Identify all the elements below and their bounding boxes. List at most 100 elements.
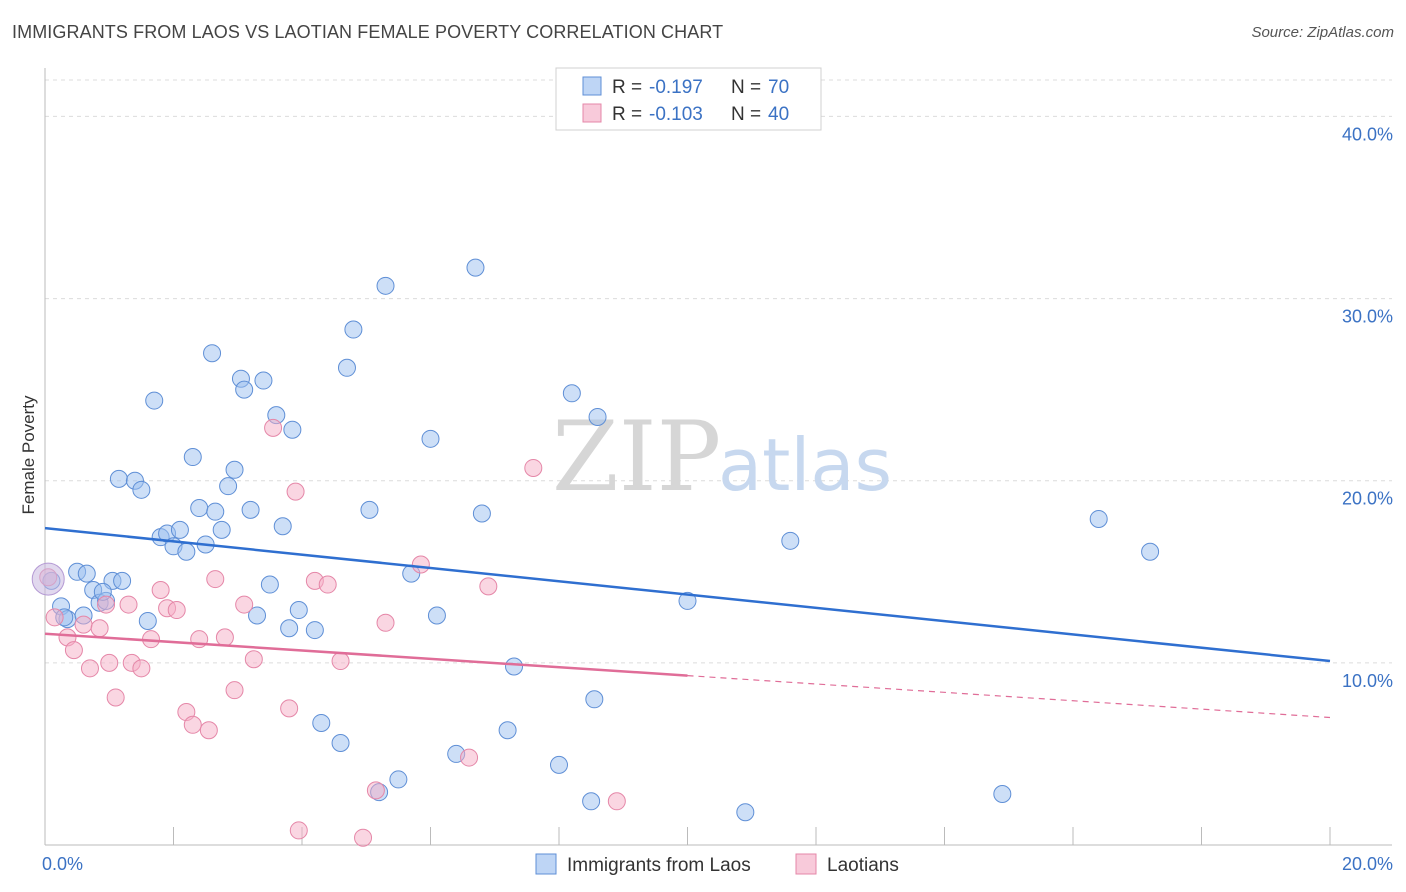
point-laotians-27: [280, 699, 299, 718]
grid-lines: [45, 79, 1392, 664]
x-tick-label-1: 20.0%: [1342, 854, 1393, 874]
point-immigrants-32: [248, 606, 267, 625]
point-immigrants-39: [289, 601, 308, 620]
point-laotians-3: [64, 641, 83, 660]
trend-line-immigrants: [44, 526, 1331, 663]
legend-swatch-laotians: [582, 103, 602, 123]
point-laotians-4: [74, 615, 93, 634]
point-laotians-35: [376, 613, 395, 632]
point-laotians-28: [286, 482, 305, 501]
point-immigrants-25: [206, 502, 225, 521]
point-immigrants-56: [505, 657, 524, 676]
point-immigrants-21: [183, 448, 202, 467]
point-immigrants-26: [212, 520, 231, 539]
point-immigrants-41: [312, 713, 331, 732]
point-immigrants-61: [588, 407, 607, 426]
point-immigrants-19: [170, 520, 189, 539]
point-laotians-36: [411, 555, 430, 574]
chart-source: Source: ZipAtlas.com: [1251, 24, 1394, 41]
watermark-atlas: atlas: [718, 423, 892, 507]
chart-title: IMMIGRANTS FROM LAOS VS LAOTIAN FEMALE P…: [12, 22, 724, 42]
bottom-legend-label-laotians: Laotians: [827, 855, 899, 876]
point-immigrants-11: [109, 469, 128, 488]
point-immigrants-44: [344, 320, 363, 339]
point-laotians-24: [235, 595, 254, 614]
point-immigrants-65: [993, 785, 1012, 803]
point-laotians-37: [460, 748, 479, 767]
point-laotians-34: [366, 781, 385, 800]
point-laotians-7: [97, 595, 116, 614]
trend-line-laotians-extension: [687, 675, 1331, 719]
point-laotians-31: [318, 575, 337, 594]
point-immigrants-60: [585, 690, 604, 709]
point-immigrants-51: [427, 606, 446, 625]
y-tick-label-3: 40.0%: [1342, 124, 1393, 144]
point-immigrants-58: [562, 384, 581, 403]
legend-n-value-2: 40: [768, 104, 789, 125]
point-laotians-5: [80, 659, 99, 678]
legend-n-label-1: N =: [731, 77, 761, 98]
point-laotians-14: [151, 581, 170, 599]
bottom-legend-label-immigrants: Immigrants from Laos: [567, 855, 751, 876]
point-immigrants-47: [376, 276, 395, 295]
point-laotians-18: [183, 715, 202, 734]
bottom-legend: Immigrants from Laos Laotians: [535, 853, 899, 876]
point-laotians-16: [167, 601, 186, 620]
point-immigrants-53: [466, 258, 485, 277]
legend-box: R = -0.197 N = 70 R = -0.103 N = 40: [555, 67, 822, 131]
point-immigrants-67: [1141, 542, 1160, 561]
point-immigrants-24: [203, 344, 222, 363]
point-laotians-38: [479, 577, 498, 596]
point-laotians-29: [289, 821, 308, 840]
point-laotians-8: [100, 653, 119, 672]
trend-lines: [44, 526, 1331, 719]
point-immigrants-15: [145, 391, 164, 410]
point-laotians-33: [354, 828, 373, 847]
point-immigrants-28: [225, 460, 244, 479]
x-tick-labels: 0.0% 20.0%: [42, 854, 1393, 874]
point-immigrants-38: [280, 619, 299, 638]
point-immigrants-33: [254, 371, 273, 390]
data-points: [31, 258, 1160, 847]
point-laotians-12: [132, 659, 151, 678]
point-immigrants-5: [77, 564, 96, 583]
legend-r-value-1: -0.197: [649, 77, 703, 98]
point-immigrants-37: [283, 420, 302, 439]
point-laotians-20: [199, 721, 218, 740]
point-immigrants-13: [132, 480, 151, 499]
trend-line-laotians: [44, 632, 688, 677]
y-axis-label: Female Poverty: [19, 395, 38, 515]
point-immigrants-54: [472, 504, 491, 523]
point-laotians-32: [331, 652, 350, 671]
point-immigrants-22: [190, 499, 209, 518]
point-laotians-23: [225, 681, 244, 700]
point-immigrants-30: [235, 380, 254, 399]
y-tick-labels: 10.0% 20.0% 30.0% 40.0%: [1342, 124, 1393, 690]
legend-r-value-2: -0.103: [649, 104, 703, 125]
point-immigrants-27: [219, 477, 238, 496]
point-immigrants-64: [781, 531, 800, 550]
legend-swatch-immigrants: [582, 76, 602, 96]
watermark-zip: ZIP: [552, 401, 721, 513]
point-laotians-9: [106, 688, 125, 707]
point-immigrants-48: [389, 770, 408, 789]
legend-n-label-2: N =: [731, 104, 761, 125]
point-immigrants-57: [550, 755, 568, 774]
point-immigrants-34: [260, 575, 279, 594]
point-laotians-40: [607, 792, 626, 811]
y-tick-label-0: 10.0%: [1342, 671, 1393, 691]
point-laotians-22: [215, 628, 234, 647]
bottom-legend-swatch-laotians: [795, 853, 817, 875]
point-immigrants-63: [736, 803, 755, 822]
point-immigrants-66: [1089, 509, 1108, 528]
point-immigrants-14: [138, 611, 157, 630]
bottom-legend-swatch-immigrants: [535, 853, 557, 875]
point-immigrants-36: [273, 517, 292, 536]
point-immigrants-20: [177, 542, 196, 561]
point-immigrants-31: [241, 500, 260, 519]
point-immigrants-50: [421, 429, 440, 448]
point-laotians-1: [45, 608, 64, 627]
legend-n-value-1: 70: [768, 77, 789, 98]
legend-r-label-2: R =: [612, 104, 642, 125]
